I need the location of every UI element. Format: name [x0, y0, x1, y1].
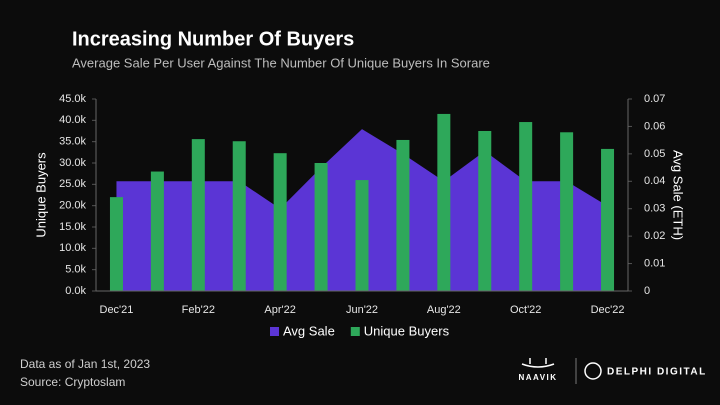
y-tick-label: 45.0k: [59, 93, 86, 105]
y2-tick-label: 0.04: [644, 175, 665, 187]
bar: [437, 113, 451, 291]
y-tick-label: 40.0k: [59, 114, 86, 126]
bar: [314, 163, 328, 291]
bar: [396, 139, 410, 291]
y2-tick-label: 0.03: [644, 203, 665, 215]
bar: [150, 171, 164, 291]
x-tick-label: Aug'22: [427, 304, 461, 316]
x-tick-label: Dec'21: [100, 304, 134, 316]
y-axis-title: Unique Buyers: [33, 152, 48, 238]
y2-tick-label: 0.07: [644, 93, 665, 105]
legend-label: Avg Sale: [283, 323, 335, 338]
y2-tick-label: 0.02: [644, 230, 665, 242]
naavik-icon: [521, 358, 555, 368]
bar: [191, 139, 205, 291]
y-tick-label: 10.0k: [59, 242, 86, 254]
x-tick-label: Dec'22: [591, 304, 625, 316]
y2-tick-label: 0.05: [644, 148, 665, 160]
x-tick-label: Apr'22: [264, 304, 295, 316]
logo-right: DELPHI DIGITAL: [607, 367, 707, 378]
x-tick-label: Jun'22: [346, 304, 378, 316]
bar: [560, 132, 574, 291]
bar: [273, 153, 287, 291]
y2-tick-label: 0: [644, 285, 650, 297]
legend-swatch: [350, 327, 360, 336]
y-tick-label: 30.0k: [59, 157, 86, 169]
y-tick-label: 25.0k: [59, 178, 86, 190]
y-tick-label: 35.0k: [59, 136, 86, 148]
footer-source: Source: Cryptoslam: [20, 375, 125, 389]
footer-note: Data as of Jan 1st, 2023: [20, 357, 150, 371]
y2-axis-title: Avg Sale (ETH): [671, 150, 686, 240]
y-tick-label: 0.0k: [65, 285, 86, 297]
bar: [109, 197, 123, 291]
y-tick-label: 20.0k: [59, 200, 86, 212]
y2-tick-label: 0.06: [644, 120, 665, 132]
legend-swatch: [270, 327, 279, 336]
y-tick-label: 15.0k: [59, 221, 86, 233]
bar: [519, 122, 533, 291]
legend-label: Unique Buyers: [364, 323, 450, 338]
bar: [232, 141, 246, 291]
x-tick-label: Feb'22: [182, 304, 215, 316]
bar: [478, 131, 492, 291]
bar: [601, 148, 615, 291]
y-tick-label: 5.0k: [65, 264, 86, 276]
delphi-icon: [584, 362, 602, 380]
chart-subtitle: Average Sale Per User Against The Number…: [72, 55, 490, 70]
y2-tick-label: 0.01: [644, 257, 665, 269]
chart-title: Increasing Number Of Buyers: [72, 28, 354, 50]
bar: [355, 180, 369, 291]
x-tick-label: Oct'22: [510, 304, 541, 316]
logo-left: NAAVIK: [518, 373, 557, 382]
